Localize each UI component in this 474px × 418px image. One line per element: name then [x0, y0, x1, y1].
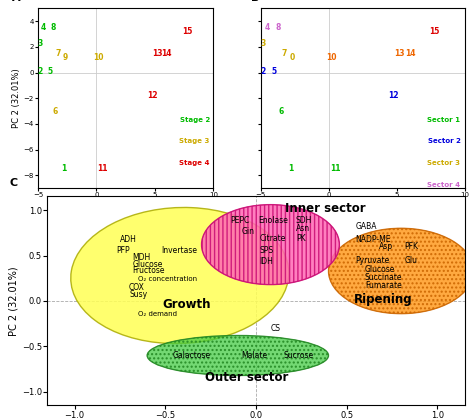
Text: Invertase: Invertase — [162, 245, 198, 255]
Text: Sector 1: Sector 1 — [428, 117, 460, 123]
Ellipse shape — [71, 207, 289, 344]
Text: 10: 10 — [326, 53, 337, 61]
Text: Ripening: Ripening — [354, 293, 412, 306]
Text: Asp: Asp — [379, 242, 393, 251]
Text: A: A — [12, 0, 20, 3]
Text: 0: 0 — [289, 53, 294, 61]
Text: Stage 4: Stage 4 — [179, 160, 210, 166]
Text: 9: 9 — [62, 53, 67, 61]
Text: Citrate: Citrate — [260, 234, 286, 243]
Text: SDH: SDH — [296, 217, 312, 225]
Text: 7: 7 — [55, 49, 61, 58]
Text: Glucose: Glucose — [133, 260, 163, 269]
Text: CS: CS — [271, 324, 281, 333]
Text: Glucose: Glucose — [365, 265, 395, 274]
Text: Growth: Growth — [163, 298, 211, 311]
Text: 1: 1 — [288, 164, 293, 173]
Text: 2: 2 — [261, 67, 266, 76]
Text: 14: 14 — [405, 49, 415, 58]
X-axis label: PC 1 (39.99%): PC 1 (39.99%) — [96, 201, 155, 210]
Text: PFK: PFK — [405, 242, 419, 251]
Text: 8: 8 — [276, 23, 281, 32]
Text: Fumarate: Fumarate — [365, 281, 401, 290]
Text: 12: 12 — [147, 91, 158, 100]
Text: 11: 11 — [330, 164, 341, 173]
Text: 5: 5 — [272, 67, 277, 76]
Text: Sector 3: Sector 3 — [428, 160, 460, 166]
Text: Stage 2: Stage 2 — [180, 117, 210, 123]
Text: 13: 13 — [394, 49, 404, 58]
Text: Pyruvate: Pyruvate — [356, 255, 390, 265]
Text: IDH: IDH — [260, 257, 273, 266]
Text: ADH: ADH — [120, 234, 137, 244]
Ellipse shape — [147, 336, 328, 375]
Text: 11: 11 — [97, 164, 108, 173]
Text: Glu: Glu — [405, 255, 418, 265]
Text: 4: 4 — [265, 23, 270, 32]
Text: Galactose: Galactose — [173, 351, 210, 360]
Text: Sector 2: Sector 2 — [428, 138, 460, 144]
Text: PK: PK — [296, 234, 305, 243]
Text: NADP-ME: NADP-ME — [356, 234, 391, 244]
Text: O₂ concentration: O₂ concentration — [138, 276, 197, 282]
Text: 10: 10 — [93, 53, 104, 61]
Text: 5: 5 — [47, 67, 52, 76]
Text: Enolase: Enolase — [258, 217, 288, 225]
Text: Outer sector: Outer sector — [205, 371, 289, 384]
Text: COX: COX — [129, 283, 145, 292]
Text: PFP: PFP — [116, 245, 130, 255]
Text: Sucrose: Sucrose — [283, 351, 313, 360]
Ellipse shape — [201, 205, 339, 285]
Text: 8: 8 — [50, 23, 56, 32]
Text: 6: 6 — [53, 107, 58, 115]
Text: Inner sector: Inner sector — [284, 202, 365, 215]
Text: Fructose: Fructose — [133, 266, 165, 275]
Text: Succinate: Succinate — [365, 273, 402, 282]
Y-axis label: PC 2 (32.01%): PC 2 (32.01%) — [11, 69, 20, 128]
Text: 12: 12 — [389, 91, 399, 100]
Text: MDH: MDH — [133, 253, 151, 262]
Text: B: B — [251, 0, 259, 3]
Text: 6: 6 — [278, 107, 284, 115]
Text: SPS: SPS — [260, 245, 273, 255]
Text: Sector 4: Sector 4 — [428, 181, 460, 188]
Text: Gin: Gin — [241, 227, 255, 237]
Text: GABA: GABA — [356, 222, 377, 231]
Text: 3: 3 — [37, 38, 43, 48]
Text: PEPC: PEPC — [230, 217, 250, 225]
X-axis label: PC 1 (39.99%): PC 1 (39.99%) — [333, 201, 392, 210]
Text: 4: 4 — [41, 23, 46, 32]
Text: 3: 3 — [261, 38, 266, 48]
Ellipse shape — [328, 228, 474, 314]
Text: 7: 7 — [281, 49, 286, 58]
Text: 1: 1 — [61, 164, 66, 173]
Text: 15: 15 — [429, 27, 440, 36]
Text: Asn: Asn — [296, 224, 310, 233]
Text: O₂ demand: O₂ demand — [138, 311, 177, 317]
Text: Malate: Malate — [241, 351, 268, 360]
Text: Sector 5: Sector 5 — [428, 203, 460, 209]
Text: 2: 2 — [37, 67, 43, 76]
Text: 14: 14 — [161, 49, 172, 58]
Text: C: C — [10, 178, 18, 188]
Text: Stage 3: Stage 3 — [180, 138, 210, 144]
Y-axis label: PC 2 (32.01%): PC 2 (32.01%) — [9, 266, 19, 336]
Text: Susy: Susy — [129, 290, 147, 299]
Text: 15: 15 — [182, 27, 193, 36]
Text: 13: 13 — [152, 49, 163, 58]
